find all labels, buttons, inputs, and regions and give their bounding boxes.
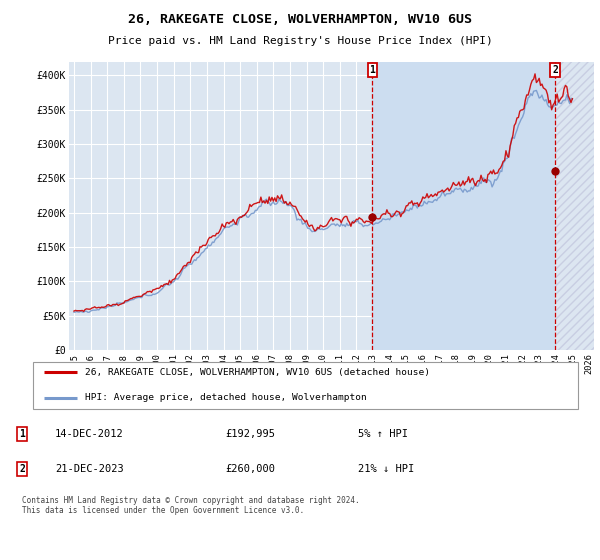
Text: £192,995: £192,995	[225, 429, 275, 439]
Text: 5% ↑ HPI: 5% ↑ HPI	[358, 429, 407, 439]
Text: 14-DEC-2012: 14-DEC-2012	[55, 429, 124, 439]
Text: 2: 2	[19, 464, 25, 474]
Text: 2: 2	[552, 65, 558, 75]
Text: £260,000: £260,000	[225, 464, 275, 474]
Text: Contains HM Land Registry data © Crown copyright and database right 2024.
This d: Contains HM Land Registry data © Crown c…	[22, 496, 360, 515]
Text: 1: 1	[19, 429, 25, 439]
Bar	[555, 62, 594, 350]
Text: Price paid vs. HM Land Registry's House Price Index (HPI): Price paid vs. HM Land Registry's House …	[107, 36, 493, 46]
Text: 21-DEC-2023: 21-DEC-2023	[55, 464, 124, 474]
Text: 26, RAKEGATE CLOSE, WOLVERHAMPTON, WV10 6US (detached house): 26, RAKEGATE CLOSE, WOLVERHAMPTON, WV10 …	[85, 368, 430, 377]
Text: HPI: Average price, detached house, Wolverhampton: HPI: Average price, detached house, Wolv…	[85, 393, 367, 402]
Bar	[555, 62, 594, 350]
Text: 26, RAKEGATE CLOSE, WOLVERHAMPTON, WV10 6US: 26, RAKEGATE CLOSE, WOLVERHAMPTON, WV10 …	[128, 13, 472, 26]
Bar	[372, 62, 555, 350]
Text: 21% ↓ HPI: 21% ↓ HPI	[358, 464, 414, 474]
FancyBboxPatch shape	[33, 362, 578, 409]
Text: 1: 1	[369, 65, 375, 75]
